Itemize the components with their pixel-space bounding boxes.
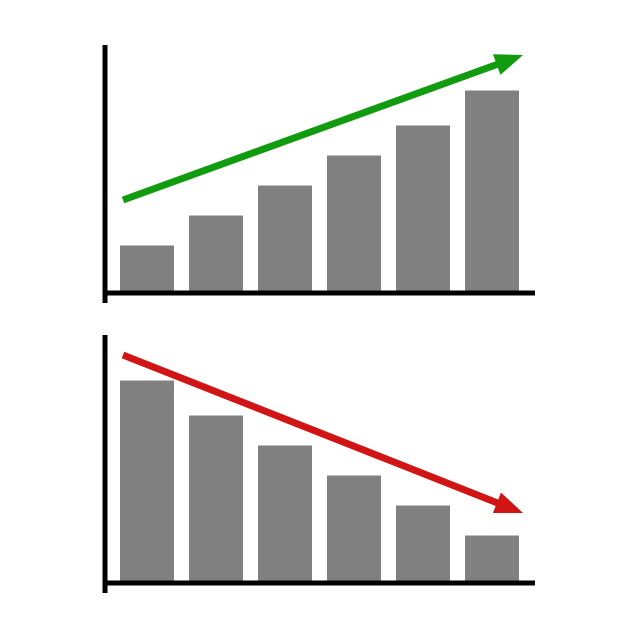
chart-decline	[103, 335, 536, 593]
trend-arrow-icon	[123, 355, 523, 513]
bar	[189, 216, 243, 291]
chart-growth	[103, 45, 536, 303]
bar	[120, 246, 174, 291]
bar	[189, 416, 243, 581]
bar	[258, 186, 312, 291]
bar	[120, 381, 174, 581]
bar	[396, 126, 450, 291]
bar	[465, 91, 519, 291]
charts-canvas	[0, 0, 626, 626]
bar	[258, 446, 312, 581]
trend-arrow-icon	[123, 54, 523, 200]
bar	[465, 536, 519, 581]
bar	[327, 156, 381, 291]
bar	[327, 476, 381, 581]
bar	[396, 506, 450, 581]
